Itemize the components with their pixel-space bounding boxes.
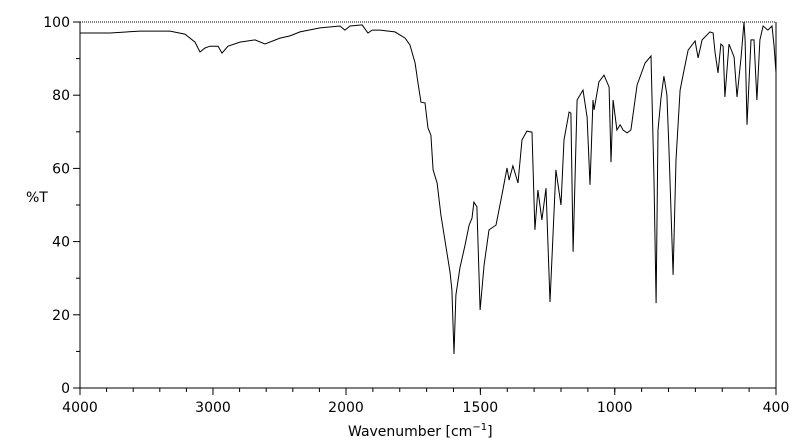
x-tick-label: 3000 [195,400,231,416]
spectrum-line [80,21,777,355]
x-tick-label: 1500 [463,400,499,416]
x-axis-label-end: ] [487,424,492,440]
x-tick-label: 1000 [597,400,633,416]
x-tick-label: 2000 [328,400,364,416]
y-tick-label: 40 [52,235,70,251]
y-tick-label: 60 [52,161,70,177]
x-tick-label: 4000 [62,400,98,416]
y-tick-label: 80 [52,88,70,104]
x-axis-label-sup: −1 [472,422,487,433]
x-tick-label: 400 [763,400,790,416]
x-axis-label: Wavenumber [cm−1] [348,422,493,440]
y-tick-label: 0 [61,381,70,397]
y-axis-label: %T [26,190,48,206]
y-tick-label: 100 [43,15,70,31]
y-tick-label: 20 [52,308,70,324]
x-axis-label-main: Wavenumber [cm [348,424,472,440]
